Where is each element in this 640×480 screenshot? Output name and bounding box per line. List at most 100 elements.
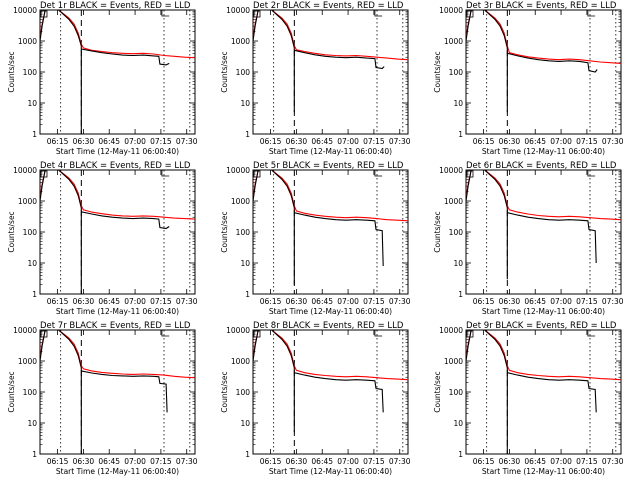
x-tick-label: 06:30 [73,297,95,306]
y-tick-label: 100 [449,388,464,397]
y-tick-label: 1000 [444,197,463,206]
series-line-events [253,330,384,433]
x-tick-label: 07:30 [176,457,198,466]
y-tick-label: 100 [449,228,464,237]
y-tick-label: 1 [458,130,463,139]
y-axis-label: Counts/sec [433,51,442,92]
y-axis-label: Counts/sec [433,371,442,412]
y-tick-label: 1000 [18,357,37,366]
x-axis-label: Start Time (12-May-11 06:00:40) [56,147,179,156]
y-tick-label: 10000 [226,326,250,335]
x-tick-label: 06:45 [98,137,120,146]
panel-6: Det 6r BLACK = Events, RED = LLD 1 10 100 10… [433,161,624,316]
corner-marker [161,330,170,337]
y-tick-label: 1 [245,290,250,299]
x-tick-label: 06:45 [98,457,120,466]
y-tick-label: 10000 [226,6,250,15]
corner-marker [587,170,596,177]
y-tick-label: 10000 [13,6,37,15]
panel-9: Det 9r BLACK = Events, RED = LLD 1 10 100 10… [433,321,624,476]
y-tick-label: 10 [240,259,250,268]
plot-frame [252,329,409,455]
y-tick-label: 1000 [444,37,463,46]
series-line-lld [466,170,621,221]
panel-title: Det 5r BLACK = Events, RED = LLD [253,161,404,171]
x-tick-label: 06:15 [47,297,69,306]
x-tick-label: 07:15 [363,457,385,466]
x-tick-label: 06:15 [473,457,495,466]
series-line-events [253,170,384,285]
x-axis-label: Start Time (12-May-11 06:00:40) [482,467,605,476]
x-tick-label: 07:15 [150,297,172,306]
x-axis-label: Start Time (12-May-11 06:00:40) [56,307,179,316]
panel-title: Det 3r BLACK = Events, RED = LLD [466,1,617,11]
x-tick-label: 07:00 [550,457,572,466]
x-tick-label: 07:00 [550,137,572,146]
y-tick-label: 1 [458,450,463,459]
y-tick-label: 1000 [18,37,37,46]
x-tick-label: 06:45 [311,297,333,306]
plot-frame [465,329,622,455]
y-tick-label: 10000 [13,326,37,335]
x-axis-label: Start Time (12-May-11 06:00:40) [56,467,179,476]
x-tick-label: 07:00 [124,297,146,306]
y-tick-label: 1000 [231,197,250,206]
plot-frame [39,9,196,135]
x-tick-label: 06:15 [47,457,69,466]
y-tick-label: 10000 [439,6,463,15]
x-tick-label: 07:30 [602,297,624,306]
x-tick-label: 06:15 [260,297,282,306]
x-tick-label: 06:30 [499,297,521,306]
x-tick-label: 06:45 [98,297,120,306]
x-tick-label: 07:30 [602,457,624,466]
series-line-lld [40,10,195,59]
y-tick-label: 10000 [439,166,463,175]
y-tick-label: 10000 [226,166,250,175]
panel-title: Det 7r BLACK = Events, RED = LLD [40,321,191,331]
series-line-lld [466,330,621,381]
x-tick-label: 06:15 [260,137,282,146]
panel-title: Det 8r BLACK = Events, RED = LLD [253,321,404,331]
y-tick-label: 1000 [231,357,250,366]
y-axis-label: Counts/sec [220,211,229,252]
panel-title: Det 6r BLACK = Events, RED = LLD [466,161,617,171]
corner-marker [161,10,170,17]
x-tick-label: 07:15 [576,137,598,146]
x-tick-label: 07:30 [602,137,624,146]
panel-title: Det 2r BLACK = Events, RED = LLD [253,1,404,11]
y-tick-label: 100 [23,228,38,237]
corner-marker [161,170,170,177]
x-axis-label: Start Time (12-May-11 06:00:40) [269,147,392,156]
x-tick-label: 06:45 [524,297,546,306]
corner-marker [374,10,383,17]
plot-frame [252,9,409,135]
x-tick-label: 07:30 [176,297,198,306]
x-tick-label: 07:00 [124,137,146,146]
plot-frame [39,169,196,295]
plot-frame [465,9,622,135]
corner-marker [374,330,383,337]
y-tick-label: 100 [236,68,251,77]
y-tick-label: 10 [27,259,37,268]
x-tick-label: 06:45 [311,137,333,146]
panel-2: Det 2r BLACK = Events, RED = LLD 1 10 100 10… [220,1,411,156]
y-tick-label: 10 [27,99,37,108]
x-tick-label: 07:30 [389,297,411,306]
y-tick-label: 1 [32,450,37,459]
y-tick-label: 100 [23,388,38,397]
x-tick-label: 07:15 [150,457,172,466]
plot-frame [465,169,622,295]
y-tick-label: 10 [453,99,463,108]
panel-3: Det 3r BLACK = Events, RED = LLD 1 10 100 10… [433,1,624,156]
y-axis-label: Counts/sec [7,211,16,252]
series-line-events [466,170,597,280]
panel-5: Det 5r BLACK = Events, RED = LLD 1 10 100 10… [220,161,411,316]
y-tick-label: 1000 [231,37,250,46]
panel-title: Det 4r BLACK = Events, RED = LLD [40,161,191,171]
y-tick-label: 100 [236,388,251,397]
plot-frame [252,169,409,295]
plot-frame [39,329,196,455]
y-tick-label: 1 [245,450,250,459]
series-line-lld [253,330,408,381]
panel-8: Det 8r BLACK = Events, RED = LLD 1 10 100 10… [220,321,411,476]
